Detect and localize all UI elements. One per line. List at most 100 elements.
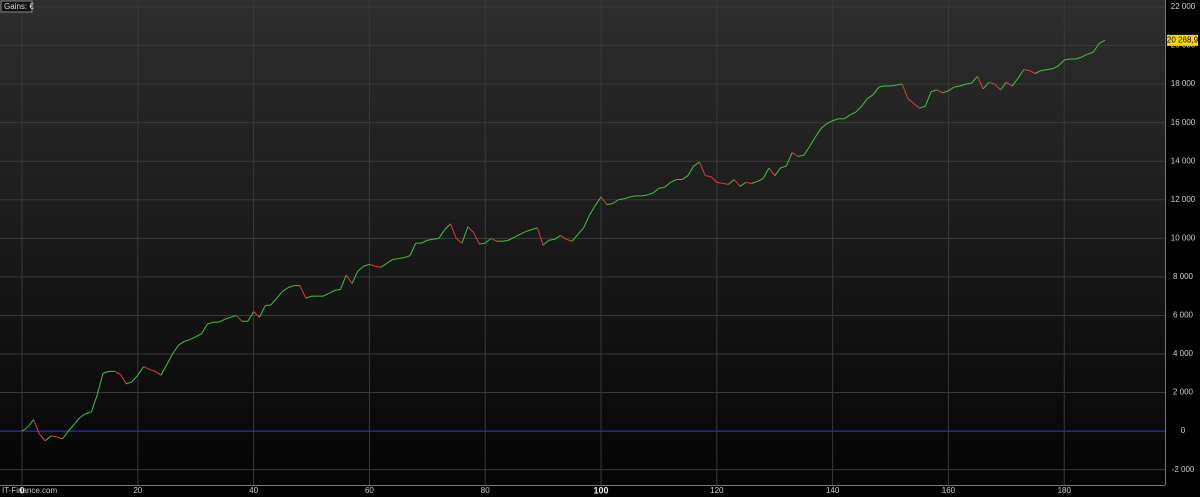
- line-segment: [421, 239, 428, 244]
- line-segment: [265, 304, 272, 307]
- line-segment: [525, 229, 532, 233]
- line-segment: [56, 436, 63, 440]
- line-segment: [896, 83, 903, 86]
- line-segment: [1075, 56, 1082, 60]
- line-segment: [774, 167, 781, 176]
- line-segment: [542, 239, 550, 246]
- line-segment: [589, 205, 596, 216]
- line-segment: [143, 366, 150, 370]
- line-segment: [247, 311, 255, 322]
- chart-title: Gains: €: [4, 2, 34, 11]
- title-box: [0, 0, 33, 13]
- line-segment: [519, 231, 526, 235]
- line-segment: [803, 146, 810, 156]
- line-segment: [733, 179, 741, 187]
- plot-area: [0, 0, 1165, 485]
- line-segment: [33, 419, 40, 435]
- line-segment: [629, 195, 636, 198]
- line-segment: [357, 265, 364, 272]
- line-segment: [166, 353, 173, 365]
- line-segment: [79, 413, 86, 419]
- line-segment: [710, 176, 718, 183]
- line-segment: [832, 118, 839, 122]
- line-segment: [809, 136, 816, 148]
- line-segment: [201, 323, 208, 335]
- line-segment: [624, 196, 631, 200]
- line-segment: [253, 311, 260, 318]
- line-segment: [149, 368, 156, 372]
- line-segment: [965, 82, 972, 85]
- line-segment: [930, 89, 938, 93]
- line-segment: [959, 83, 966, 87]
- line-segment: [693, 161, 700, 167]
- line-segment: [878, 85, 885, 88]
- line-segment: [647, 192, 654, 196]
- line-segment: [531, 227, 538, 231]
- line-segment: [1017, 69, 1025, 79]
- line-segment: [762, 167, 770, 179]
- line-segment: [479, 242, 486, 245]
- line-segment: [467, 226, 474, 233]
- line-segment: [1000, 81, 1007, 91]
- line-segment: [513, 234, 521, 238]
- x-tick-label: 0: [19, 485, 24, 495]
- line-segment: [1029, 70, 1036, 74]
- footer: IT-Finance.com: [2, 486, 57, 495]
- line-segment: [44, 435, 52, 442]
- line-segment: [919, 105, 926, 109]
- line-segment: [699, 161, 706, 176]
- y-tick-label: 18 000: [1171, 79, 1196, 88]
- line-segment: [27, 419, 34, 428]
- last-value-box: [1167, 34, 1198, 46]
- x-tick-label: 140: [826, 486, 840, 495]
- line-segment: [722, 182, 729, 185]
- line-segment: [554, 235, 561, 240]
- line-segment: [664, 182, 671, 188]
- line-segment: [322, 292, 330, 297]
- line-segment: [606, 203, 613, 206]
- line-segment: [594, 196, 602, 206]
- line-segment: [96, 373, 104, 395]
- line-segment: [612, 199, 619, 205]
- y-tick-label: 6 000: [1173, 311, 1194, 320]
- line-segment: [369, 263, 376, 267]
- line-segment: [398, 257, 405, 260]
- line-segment: [976, 76, 984, 90]
- line-segment: [577, 227, 585, 235]
- line-segment: [855, 105, 862, 113]
- line-segment: [716, 181, 723, 184]
- line-segment: [67, 424, 75, 432]
- y-tick-label: 0: [1181, 426, 1186, 435]
- y-tick-label: -2 000: [1172, 465, 1195, 474]
- line-segment: [207, 321, 214, 325]
- line-segment: [1046, 68, 1053, 71]
- line-segment: [843, 114, 851, 120]
- grid: [0, 0, 1165, 485]
- line-segment: [502, 239, 509, 242]
- line-segment: [73, 417, 81, 425]
- line-segment: [994, 83, 1001, 91]
- line-segment: [560, 235, 567, 240]
- line-segment: [600, 196, 608, 205]
- line-segment: [571, 234, 579, 242]
- y-tick-label: 12 000: [1171, 195, 1196, 204]
- line-segment: [1098, 39, 1106, 45]
- line-segment: [461, 226, 469, 244]
- line-segment: [258, 305, 266, 318]
- line-segment: [1092, 43, 1100, 53]
- line-segment: [224, 316, 231, 320]
- line-segment: [62, 430, 69, 440]
- line-segment: [427, 238, 434, 241]
- line-segment: [948, 86, 955, 92]
- line-segment: [85, 411, 92, 415]
- line-segment: [867, 94, 874, 99]
- line-segment: [38, 433, 46, 442]
- line-segment: [705, 175, 712, 178]
- x-tick-label: 160: [942, 486, 956, 495]
- line-segment: [50, 435, 57, 438]
- line-segment: [536, 227, 544, 246]
- line-segment: [363, 263, 370, 267]
- line-segment: [745, 181, 752, 184]
- line-segment: [1023, 69, 1030, 72]
